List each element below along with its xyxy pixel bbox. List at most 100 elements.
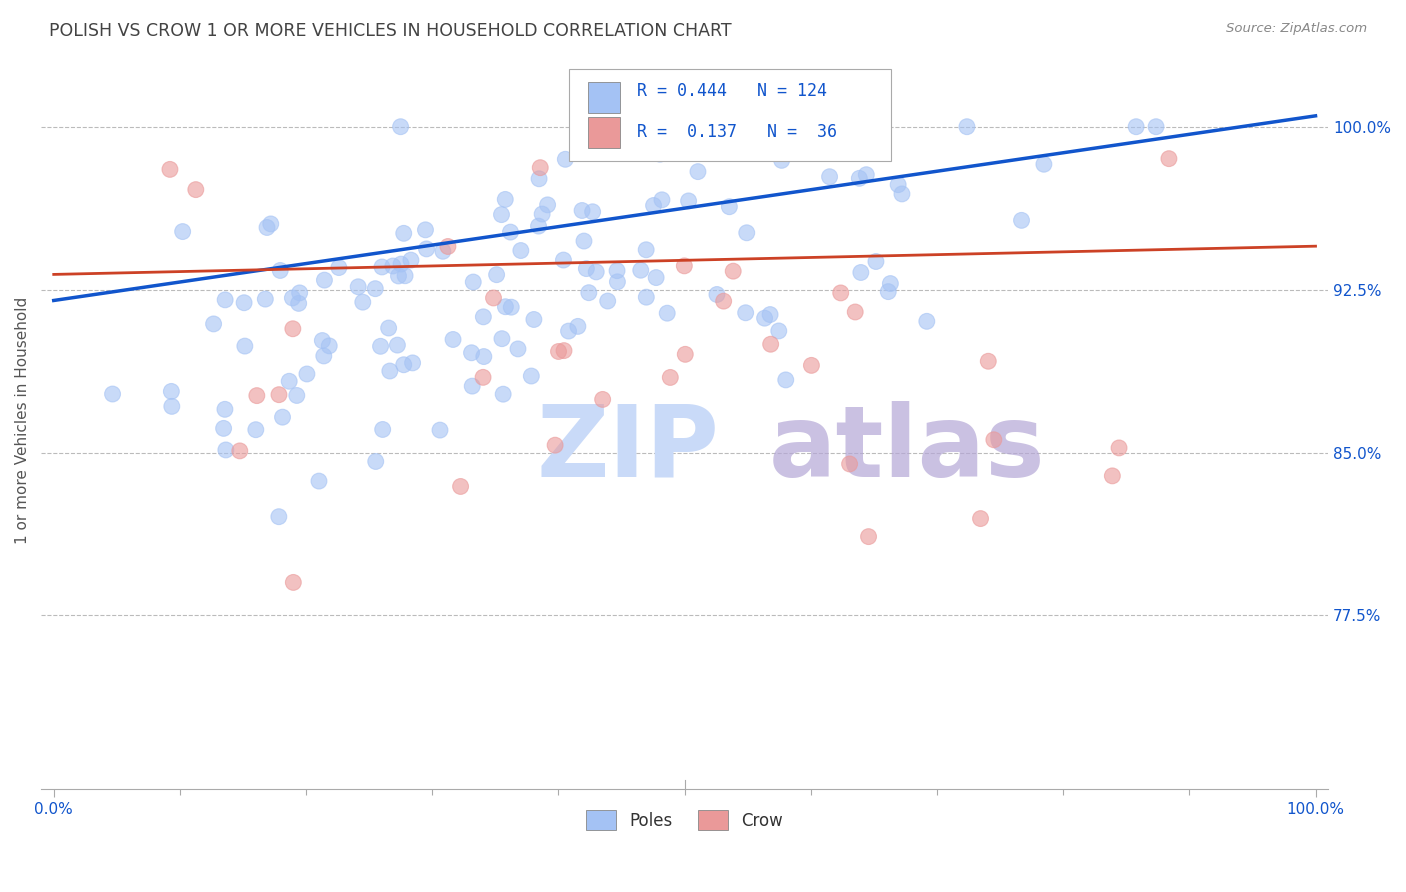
Point [554, 153, 576, 167]
Point [523, 312, 546, 326]
Point [364, 282, 387, 296]
Point [295, 367, 318, 381]
Point [849, 265, 872, 279]
Point [536, 198, 558, 212]
Point [328, 260, 350, 275]
Point [441, 333, 464, 347]
FancyBboxPatch shape [569, 70, 890, 161]
Point [890, 186, 912, 201]
Point [683, 120, 706, 134]
Point [887, 178, 910, 192]
Point [267, 387, 290, 401]
Point [256, 220, 278, 235]
Point [472, 370, 495, 384]
Point [485, 268, 508, 282]
Point [214, 293, 236, 307]
Point [392, 227, 415, 241]
Point [734, 306, 756, 320]
Point [494, 300, 516, 314]
Point [159, 162, 181, 177]
Point [233, 339, 256, 353]
Point [463, 275, 485, 289]
Point [643, 198, 665, 212]
Point [630, 263, 652, 277]
Point [865, 254, 887, 268]
Point [472, 310, 495, 324]
Point [287, 296, 309, 310]
Point [527, 171, 550, 186]
Point [281, 291, 304, 305]
Point [529, 161, 551, 175]
Point [233, 295, 256, 310]
Point [983, 433, 1005, 447]
Text: ZIP: ZIP [537, 401, 720, 498]
Point [651, 193, 673, 207]
Point [1157, 152, 1180, 166]
Text: POLISH VS CROW 1 OR MORE VEHICLES IN HOUSEHOLD CORRELATION CHART: POLISH VS CROW 1 OR MORE VEHICLES IN HOU… [49, 22, 733, 40]
Legend: Poles, Crow: Poles, Crow [579, 804, 790, 837]
Text: R =  0.137   N =  36: R = 0.137 N = 36 [637, 123, 837, 141]
Point [312, 349, 335, 363]
Point [824, 144, 846, 158]
Point [531, 207, 554, 221]
Point [879, 277, 901, 291]
Point [592, 392, 614, 407]
Point [172, 225, 194, 239]
Point [212, 421, 235, 435]
Point [308, 474, 330, 488]
Point [636, 290, 658, 304]
Point [830, 285, 852, 300]
Point [509, 244, 531, 258]
Point [520, 369, 543, 384]
FancyBboxPatch shape [588, 82, 620, 113]
Point [371, 260, 394, 274]
Point [160, 384, 183, 399]
Point [721, 264, 744, 278]
Point [491, 332, 513, 346]
Point [314, 273, 336, 287]
Point [877, 285, 900, 299]
Point [1108, 441, 1130, 455]
Point [229, 443, 252, 458]
Point [1101, 468, 1123, 483]
Point [269, 263, 291, 277]
Point [838, 457, 860, 471]
Point [260, 217, 283, 231]
Point [271, 410, 294, 425]
Point [491, 208, 513, 222]
Point [844, 305, 866, 319]
Text: atlas: atlas [768, 401, 1045, 498]
Point [1144, 120, 1167, 134]
Point [956, 120, 979, 134]
Point [288, 285, 311, 300]
Point [567, 319, 589, 334]
Point [645, 270, 668, 285]
Point [1011, 213, 1033, 227]
Point [553, 343, 575, 358]
Point [575, 261, 598, 276]
Point [713, 294, 735, 309]
Point [754, 311, 776, 326]
Point [770, 153, 793, 168]
Point [318, 339, 340, 353]
Point [606, 263, 628, 277]
Point [492, 387, 515, 401]
Point [370, 339, 392, 353]
Point [759, 337, 782, 351]
Point [482, 291, 505, 305]
Point [392, 358, 415, 372]
Point [506, 342, 529, 356]
Point [267, 509, 290, 524]
Point [585, 265, 607, 279]
Point [578, 285, 600, 300]
Point [969, 511, 991, 525]
Point [184, 183, 207, 197]
Text: R = 0.444   N = 124: R = 0.444 N = 124 [637, 82, 827, 100]
Point [461, 379, 484, 393]
Point [399, 253, 422, 268]
Point [915, 314, 938, 328]
Point [1125, 120, 1147, 134]
Point [977, 354, 1000, 368]
Point [686, 164, 709, 178]
Point [557, 324, 579, 338]
